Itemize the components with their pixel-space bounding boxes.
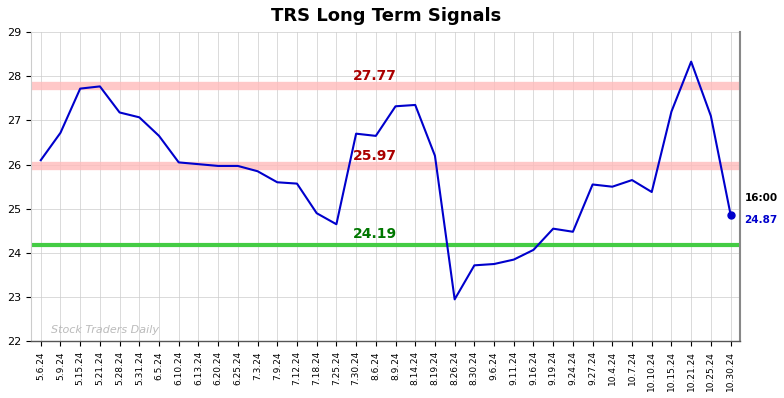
Text: 27.77: 27.77 xyxy=(353,69,397,83)
Text: Stock Traders Daily: Stock Traders Daily xyxy=(51,325,158,335)
Text: 24.87: 24.87 xyxy=(744,215,778,224)
Title: TRS Long Term Signals: TRS Long Term Signals xyxy=(270,7,501,25)
Text: 25.97: 25.97 xyxy=(353,149,397,163)
Text: 24.19: 24.19 xyxy=(353,228,397,242)
Text: 16:00: 16:00 xyxy=(744,193,778,203)
